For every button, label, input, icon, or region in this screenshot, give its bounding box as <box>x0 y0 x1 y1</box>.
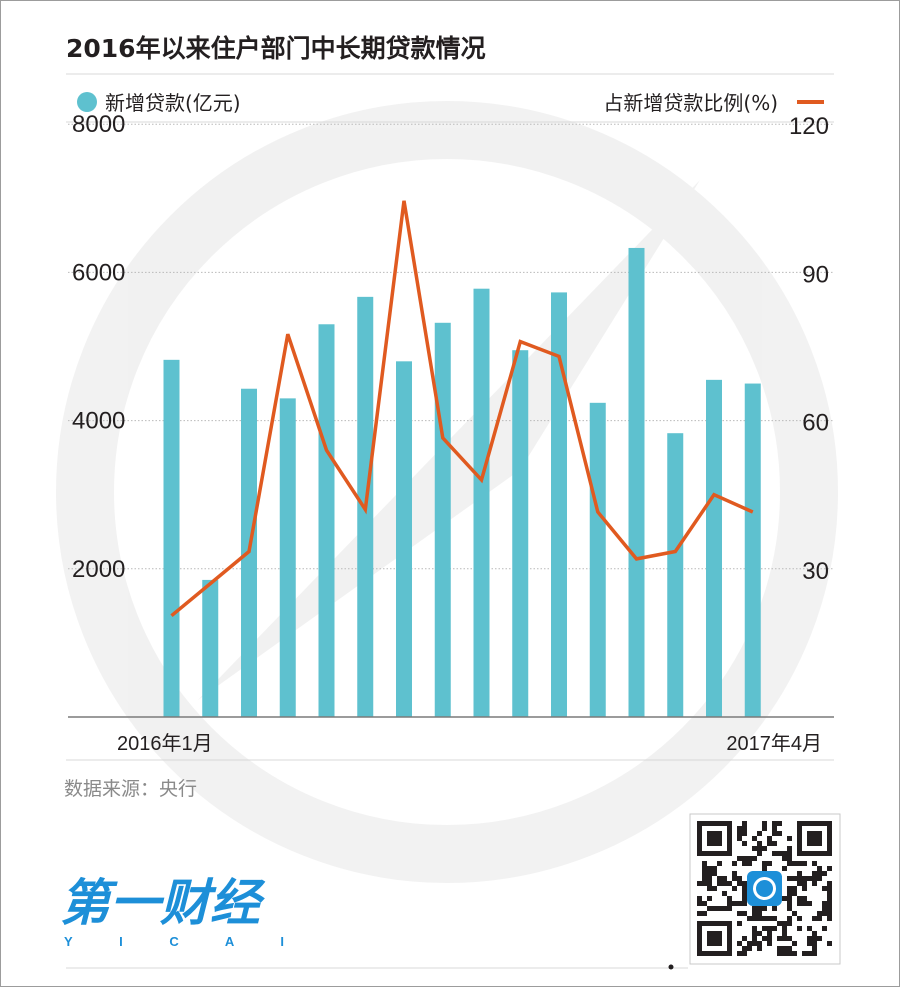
legend: 新增贷款(亿元) 占新增贷款比例(%) <box>77 91 824 115</box>
chart-title: 2016年以来住户部门中长期贷款情况 <box>66 34 486 63</box>
right-axis-tick-label: 90 <box>802 261 829 288</box>
legend-bar-swatch <box>77 92 97 112</box>
bar <box>434 322 451 717</box>
legend-bar-label: 新增贷款(亿元) <box>105 91 241 115</box>
bar-series <box>163 247 761 717</box>
left-axis-ticks: 8000 6000 4000 2000 <box>72 111 125 583</box>
yicai-logo-text: 第一财经 <box>60 874 266 932</box>
bar <box>202 579 219 717</box>
bar <box>163 359 180 717</box>
left-axis-tick-label: 2000 <box>72 556 125 583</box>
bar <box>628 247 645 717</box>
x-axis-tick-label: 2017年4月 <box>726 732 822 755</box>
left-axis-tick-label: 4000 <box>72 408 125 435</box>
line-path <box>170 200 754 618</box>
bar <box>512 350 529 717</box>
bar <box>473 288 490 717</box>
bar <box>589 402 606 717</box>
bar <box>744 383 761 717</box>
x-axis-tick-label: 2016年1月 <box>117 732 213 755</box>
legend-line-label: 占新增贷款比例(%) <box>603 91 778 115</box>
yicai-logo: 第一财经 Y I C A I <box>60 874 284 949</box>
source-note: 数据来源：央行 <box>64 778 197 800</box>
bar <box>667 433 684 717</box>
bar <box>396 361 412 717</box>
bar <box>551 292 567 717</box>
line-series <box>170 200 754 618</box>
right-axis-tick-label: 60 <box>802 410 829 437</box>
x-axis-ticks: 2016年1月 2017年4月 <box>117 732 822 755</box>
bar <box>318 324 335 717</box>
footer-dot <box>668 964 674 970</box>
left-axis-tick-label: 8000 <box>72 111 125 138</box>
bar <box>706 379 722 717</box>
qr-code <box>689 813 841 965</box>
right-axis-tick-label: 30 <box>802 558 829 585</box>
yicai-logo-subtext: Y I C A I <box>64 934 284 949</box>
left-axis-tick-label: 6000 <box>72 259 125 286</box>
right-axis-tick-label: 120 <box>789 113 829 140</box>
bar <box>279 398 296 717</box>
right-axis-ticks: 120 90 60 30 <box>789 113 829 585</box>
